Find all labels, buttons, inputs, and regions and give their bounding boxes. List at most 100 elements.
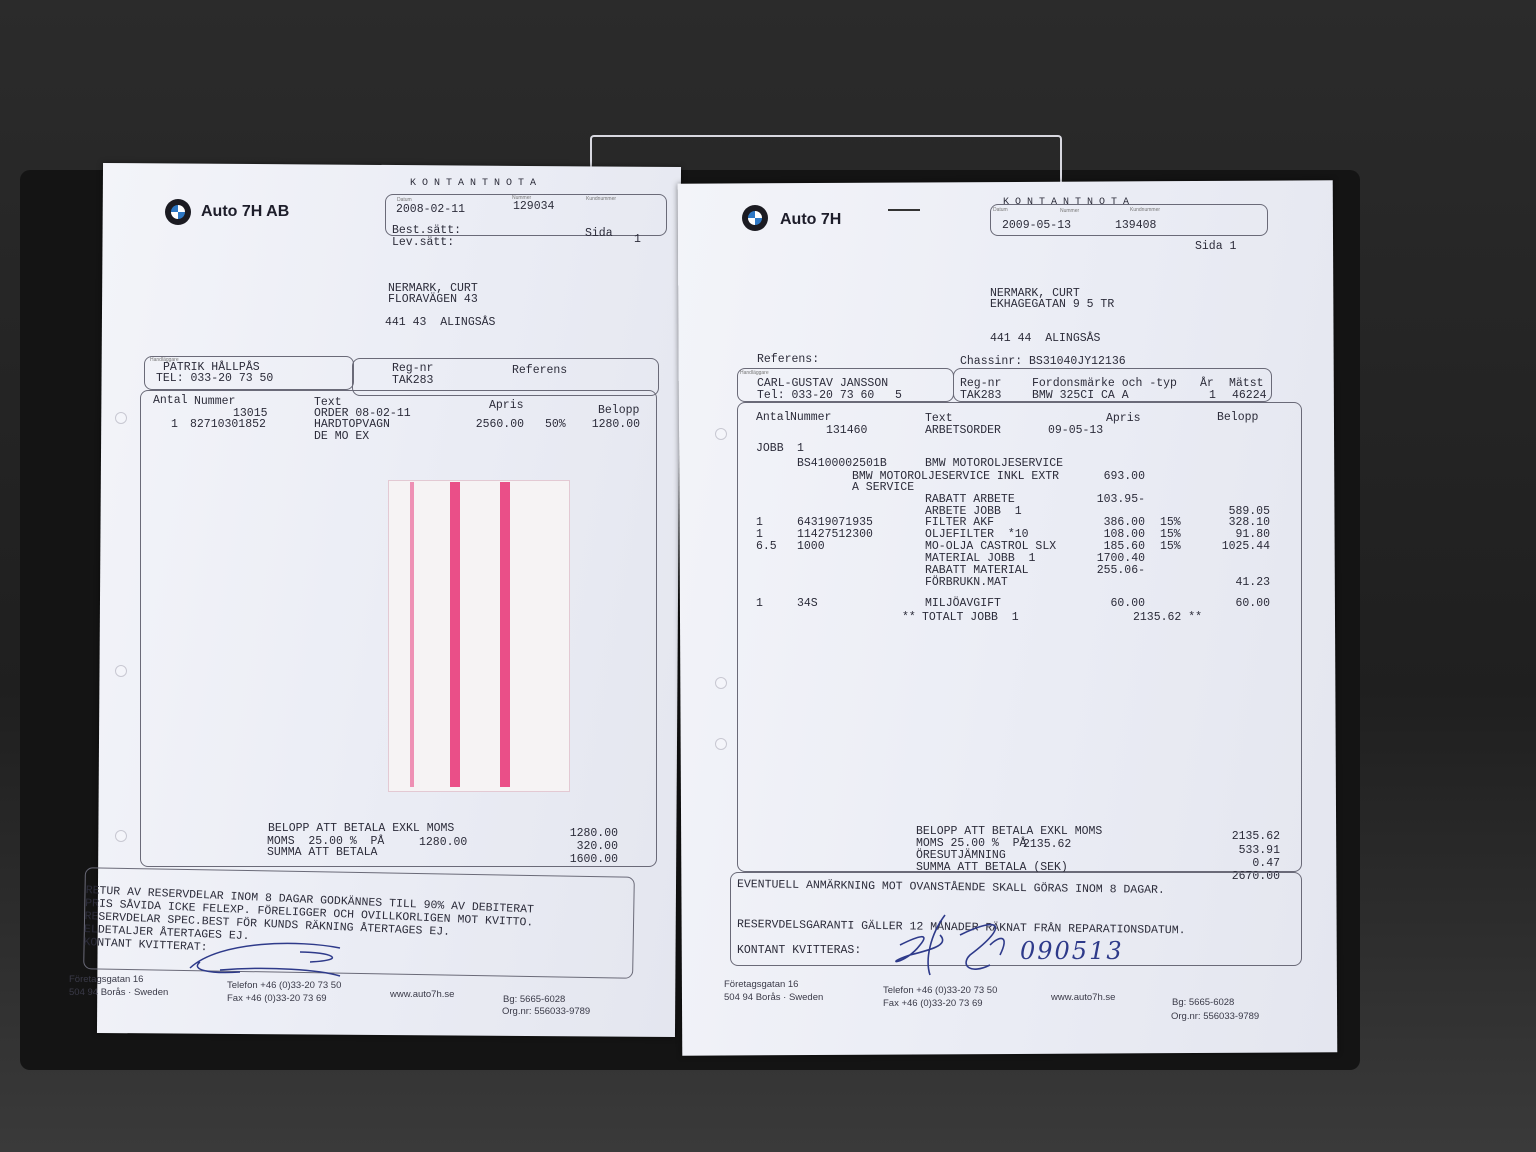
items-box <box>140 390 657 867</box>
footer-web: www.auto7h.se <box>1051 992 1116 1003</box>
line-item-apris: 60.00 <box>1110 597 1145 610</box>
customer-street: EKHAGEGATAN 9 5 TR <box>990 298 1115 311</box>
reg-box <box>352 358 659 396</box>
signature-right <box>895 914 1005 976</box>
line-item-text: RABATT MATERIAL <box>925 564 1029 577</box>
col-antal: Antal <box>756 411 791 424</box>
col-text: Text <box>925 412 953 425</box>
line-item-nummer: 11427512300 <box>797 528 873 541</box>
line-item-apris: 09-05-13 <box>1048 424 1104 437</box>
line-item-text: DE MO EX <box>314 430 370 443</box>
line-item-belopp: 328.10 <box>1228 516 1270 529</box>
vehicle-box <box>953 368 1272 402</box>
footer-street: Företagsgatan 16 <box>724 979 799 990</box>
kontant-kvitteras: KONTANT KVITTERAS: <box>737 944 862 957</box>
line-item-pct: 15% <box>1160 540 1181 553</box>
col-nummer: Nummer <box>790 411 832 424</box>
referens-label: Referens: <box>757 353 820 366</box>
customer-street: FLORAVÄGEN 43 <box>388 293 478 306</box>
chassis-number: Chassinr: BS31040JY12136 <box>960 355 1126 368</box>
line-item-text: FÖRBRUKN.MAT <box>925 576 1008 589</box>
bmw-logo-icon <box>742 205 768 231</box>
line-item-text: ORDER 08-02-11 <box>314 407 411 420</box>
col-apris: Apris <box>489 399 524 412</box>
sida-number: 1 <box>634 233 641 246</box>
best-satt: Best.sätt: <box>392 224 462 237</box>
line-item-apris: 108.00 <box>1103 528 1145 541</box>
punch-hole <box>115 830 127 842</box>
datum-label: Datum <box>993 207 1008 213</box>
line-item-pct: 15% <box>1160 516 1181 529</box>
line-item-apris: 255.06- <box>1096 564 1145 577</box>
footer-web: www.auto7h.se <box>390 989 455 1000</box>
invoice-date: 2009-05-13 <box>1002 219 1072 232</box>
handler-tel: Tel: 033-20 73 60 5 <box>757 389 902 402</box>
punch-hole <box>715 738 727 750</box>
terms-box <box>730 872 1302 966</box>
line-item-nummer: BS4100002501B <box>797 457 887 470</box>
line-item-text: MO-OLJA CASTROL SLX <box>925 540 1057 553</box>
moms-label: MOMS 25.00 % PÅ <box>916 837 1027 850</box>
line-item-pct: 50% <box>545 418 566 431</box>
invoice-date: 2008-02-11 <box>396 203 466 216</box>
line-item-text: MILJÖAVGIFT <box>925 597 1001 610</box>
ar-value: 1 <box>1209 389 1216 402</box>
total-exkl: 2135.62 <box>1231 830 1280 843</box>
doc-title: K O N T A N T N O T A <box>410 178 537 189</box>
line-item-apris: 1700.40 <box>1096 552 1145 565</box>
footer-street: Företagsgatan 16 <box>69 974 144 985</box>
line-item-antal: 6.5 <box>756 540 777 553</box>
customer-postal: 441 43 ALINGSÅS <box>385 316 496 329</box>
summa-amount: 2670.00 <box>1231 870 1280 883</box>
regnr-label: Reg-nr <box>392 362 434 375</box>
col-belopp: Belopp <box>1217 411 1259 424</box>
line-item-text: RABATT ARBETE <box>925 493 1015 506</box>
line-item-nummer: 34S <box>797 597 818 610</box>
referens-label: Referens <box>512 364 568 377</box>
line-item-pct: 15% <box>1160 528 1181 541</box>
line-item-apris: 103.95- <box>1096 493 1145 506</box>
footer-bg: Bg: 5665-6028 <box>1172 997 1235 1008</box>
moms-amount: 320.00 <box>576 840 618 853</box>
kundnummer-label: Kundnummer <box>1130 207 1161 213</box>
line-item-belopp: 91.80 <box>1235 528 1270 541</box>
ore-label: ÖRESUTJÄMNING <box>916 849 1006 862</box>
nummer-label: Nummer <box>1060 208 1080 214</box>
footer-org: Org.nr: 556033-9789 <box>1171 1011 1260 1022</box>
line-item-antal: 1 <box>756 528 763 541</box>
line-item-belopp: 1280.00 <box>591 418 640 431</box>
line-item-nummer: 13015 <box>233 407 268 420</box>
line-item-antal: 1 <box>756 516 763 529</box>
col-antal: Antal <box>153 394 188 407</box>
punch-hole <box>115 665 127 677</box>
line-item-apris: 2135.62 ** <box>1133 611 1203 624</box>
footer-org: Org.nr: 556033-9789 <box>502 1006 591 1017</box>
line-item-text: TOTALT JOBB 1 <box>922 611 1019 624</box>
line-item-apris: 2560.00 <box>475 418 524 431</box>
line-item-text: ARBETSORDER <box>925 424 1001 437</box>
handler-name: PATRIK HÅLLPÅS <box>163 361 260 374</box>
line-item-nummer: ** <box>902 611 916 624</box>
line-item-text: HARDTOPVAGN <box>314 418 390 431</box>
kundnummer-label: Kundnummer <box>586 196 617 202</box>
nummer-label: Nummer <box>512 195 532 201</box>
col-text: Text <box>314 396 342 409</box>
customer-name: NERMARK, CURT <box>388 282 478 295</box>
footer-city: 504 94 Borås · Sweden <box>69 987 169 998</box>
moms-amount: 533.91 <box>1238 844 1280 857</box>
regnr-label: Reg-nr <box>960 377 1002 390</box>
signature-left <box>189 942 341 977</box>
line-item-belopp: 589.05 <box>1228 505 1270 518</box>
line-item-apris: 386.00 <box>1103 516 1145 529</box>
punch-hole <box>715 428 727 440</box>
line-item-text: FILTER AKF <box>925 516 995 529</box>
customer-postal: 441 44 ALINGSÅS <box>990 332 1101 345</box>
matst-value: 46224 <box>1232 389 1267 402</box>
footer-fax: Fax +46 (0)33-20 73 69 <box>227 993 327 1004</box>
handler-name: CARL-GUSTAV JANSSON <box>757 377 889 390</box>
line-item-belopp: 60.00 <box>1235 597 1270 610</box>
ore-amount: 0.47 <box>1252 857 1280 870</box>
line-item-text: A SERVICE <box>852 481 915 494</box>
pen-mark <box>888 209 920 211</box>
line-item-nummer: 131460 <box>826 424 868 437</box>
